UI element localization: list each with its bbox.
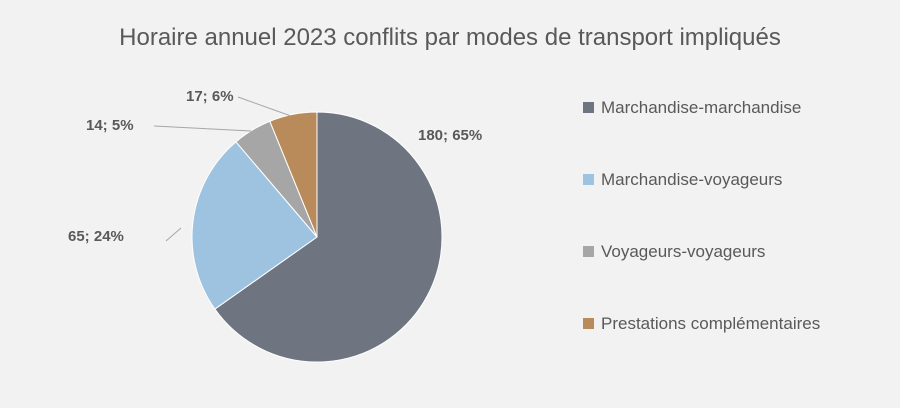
legend-item: Voyageurs-voyageurs (583, 240, 893, 263)
legend-swatch (583, 102, 594, 113)
legend-swatch (583, 246, 594, 257)
legend-item: Prestations complémentaires (583, 312, 893, 335)
leader-line (165, 227, 182, 242)
legend-swatch (583, 174, 594, 185)
legend-label: Voyageurs-voyageurs (601, 241, 766, 261)
legend: Marchandise-marchandise Marchandise-voya… (583, 96, 893, 384)
legend-label: Marchandise-voyageurs (601, 169, 783, 189)
leader-line (153, 125, 252, 132)
pie-slice (191, 141, 318, 310)
legend-item: Marchandise-marchandise (583, 96, 893, 119)
data-label: 14; 5% (86, 117, 134, 134)
legend-label: Prestations complémentaires (601, 313, 821, 333)
pie-slice (269, 111, 318, 238)
data-label: 180; 65% (418, 127, 482, 144)
data-label: 65; 24% (68, 228, 124, 245)
leader-line (237, 96, 292, 117)
data-label: 17; 6% (186, 88, 234, 105)
legend-item: Marchandise-voyageurs (583, 168, 893, 191)
legend-label: Marchandise-marchandise (601, 97, 802, 117)
legend-swatch (583, 318, 594, 329)
chart-title: Horaire annuel 2023 conflits par modes d… (119, 24, 781, 51)
pie-slice (214, 111, 443, 363)
